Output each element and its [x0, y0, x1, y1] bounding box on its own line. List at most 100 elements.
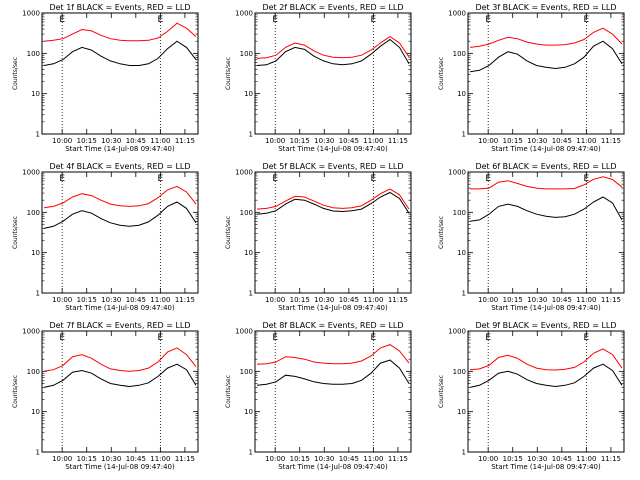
x-tick-label: 10:00	[52, 455, 72, 463]
x-tick-label: 10:00	[265, 455, 285, 463]
plot-frame	[41, 330, 199, 453]
y-tick-label: 100	[27, 50, 40, 58]
x-tick-label: 10:45	[126, 137, 146, 145]
event-marker-label: E	[584, 333, 590, 343]
x-tick-label: 10:15	[77, 296, 97, 304]
y-tick-label: 100	[453, 209, 466, 217]
x-tick-label: 10:00	[478, 296, 498, 304]
panel-1: Det 1f BLACK = Events, RED = LLD Counts/s…	[12, 3, 199, 153]
y-tick-label: 10	[244, 249, 253, 257]
y-tick-label: 10	[31, 90, 40, 98]
lld-series-line	[43, 22, 197, 42]
x-tick-label: 10:00	[52, 137, 72, 145]
event-marker-label: E	[485, 174, 491, 184]
x-axis-label: Start Time (14-Jul-08 09:47:40)	[491, 463, 601, 471]
x-tick-label: 10:00	[478, 137, 498, 145]
y-tick-label: 1000	[22, 10, 40, 18]
y-axis-label: Counts/sec	[12, 375, 19, 408]
x-tick-label: 10:00	[52, 296, 72, 304]
y-tick-label: 1000	[235, 10, 253, 18]
plot-frame	[254, 12, 412, 135]
x-tick-label: 10:30	[527, 137, 547, 145]
event-marker-label: E	[272, 333, 278, 343]
y-tick-label: 1	[36, 449, 40, 457]
y-tick-label: 1	[462, 290, 466, 298]
panel-5: Det 5f BLACK = Events, RED = LLD Counts/s…	[225, 162, 412, 312]
plot-frame	[467, 12, 625, 135]
x-tick-label: 10:30	[101, 296, 121, 304]
x-axis-label: Start Time (14-Jul-08 09:47:40)	[491, 304, 601, 312]
y-tick-label: 1	[249, 290, 253, 298]
panel-title: Det 5f BLACK = Events, RED = LLD	[262, 162, 403, 171]
x-tick-label: 11:00	[576, 296, 596, 304]
panel-2: Det 2f BLACK = Events, RED = LLD Counts/s…	[225, 3, 412, 153]
panel-title: Det 1f BLACK = Events, RED = LLD	[49, 3, 190, 12]
y-axis-label: Counts/sec	[225, 216, 232, 249]
x-tick-label: 10:00	[265, 137, 285, 145]
event-marker-label: E	[158, 174, 164, 184]
y-tick-label: 10	[457, 408, 466, 416]
events-series-line	[469, 363, 623, 388]
x-tick-label: 11:00	[150, 455, 170, 463]
x-tick-label: 10:15	[290, 455, 310, 463]
events-series-line	[256, 191, 410, 215]
events-series-line	[469, 40, 623, 73]
events-series-line	[256, 359, 410, 386]
x-tick-label: 10:00	[478, 455, 498, 463]
x-tick-label: 10:45	[126, 296, 146, 304]
y-tick-label: 100	[453, 50, 466, 58]
plot-frame	[467, 330, 625, 453]
panel-title: Det 7f BLACK = Events, RED = LLD	[49, 321, 190, 330]
y-tick-label: 1000	[448, 169, 466, 177]
plot-frame	[467, 171, 625, 294]
x-tick-label: 10:30	[101, 455, 121, 463]
event-marker-label: E	[371, 15, 377, 25]
y-tick-label: 100	[453, 368, 466, 376]
y-axis-label: Counts/sec	[225, 375, 232, 408]
x-tick-label: 10:30	[314, 137, 334, 145]
y-tick-label: 1	[249, 131, 253, 139]
panel-title: Det 9f BLACK = Events, RED = LLD	[475, 321, 616, 330]
lld-series-line	[256, 35, 410, 59]
event-marker-label: E	[59, 174, 65, 184]
x-tick-label: 10:15	[503, 296, 523, 304]
y-axis-label: Counts/sec	[438, 375, 445, 408]
y-tick-label: 1	[36, 131, 40, 139]
x-tick-label: 10:30	[314, 296, 334, 304]
event-marker-label: E	[584, 174, 590, 184]
y-tick-label: 10	[31, 249, 40, 257]
plot-frame	[41, 171, 199, 294]
events-series-line	[43, 201, 197, 229]
x-axis-label: Start Time (14-Jul-08 09:47:40)	[65, 145, 175, 153]
panel-6: Det 6f BLACK = Events, RED = LLD Counts/s…	[438, 162, 625, 312]
panel-title: Det 4f BLACK = Events, RED = LLD	[49, 162, 190, 171]
lld-series-line	[43, 185, 197, 209]
x-tick-label: 10:15	[503, 137, 523, 145]
y-tick-label: 1	[249, 449, 253, 457]
panel-4: Det 4f BLACK = Events, RED = LLD Counts/s…	[12, 162, 199, 312]
panel-title: Det 6f BLACK = Events, RED = LLD	[475, 162, 616, 171]
lld-series-line	[43, 347, 197, 372]
panel-3: Det 3f BLACK = Events, RED = LLD Counts/s…	[438, 3, 625, 153]
y-tick-label: 100	[240, 209, 253, 217]
y-tick-label: 10	[244, 408, 253, 416]
y-tick-label: 10	[31, 408, 40, 416]
x-tick-label: 10:45	[552, 455, 572, 463]
x-tick-label: 10:45	[552, 137, 572, 145]
x-tick-label: 11:15	[175, 455, 195, 463]
panel-9: Det 9f BLACK = Events, RED = LLD Counts/s…	[438, 321, 625, 471]
x-tick-label: 10:45	[126, 455, 146, 463]
event-marker-label: E	[485, 333, 491, 343]
y-tick-label: 1	[462, 131, 466, 139]
event-marker-label: E	[59, 333, 65, 343]
y-axis-label: Counts/sec	[438, 216, 445, 249]
lld-series-line	[256, 344, 410, 365]
y-tick-label: 100	[27, 368, 40, 376]
events-series-line	[469, 196, 623, 222]
x-tick-label: 11:15	[175, 137, 195, 145]
x-axis-label: Start Time (14-Jul-08 09:47:40)	[65, 304, 175, 312]
x-tick-label: 10:30	[314, 455, 334, 463]
x-tick-label: 10:45	[339, 137, 359, 145]
x-axis-label: Start Time (14-Jul-08 09:47:40)	[278, 145, 388, 153]
plot-frame	[254, 330, 412, 453]
